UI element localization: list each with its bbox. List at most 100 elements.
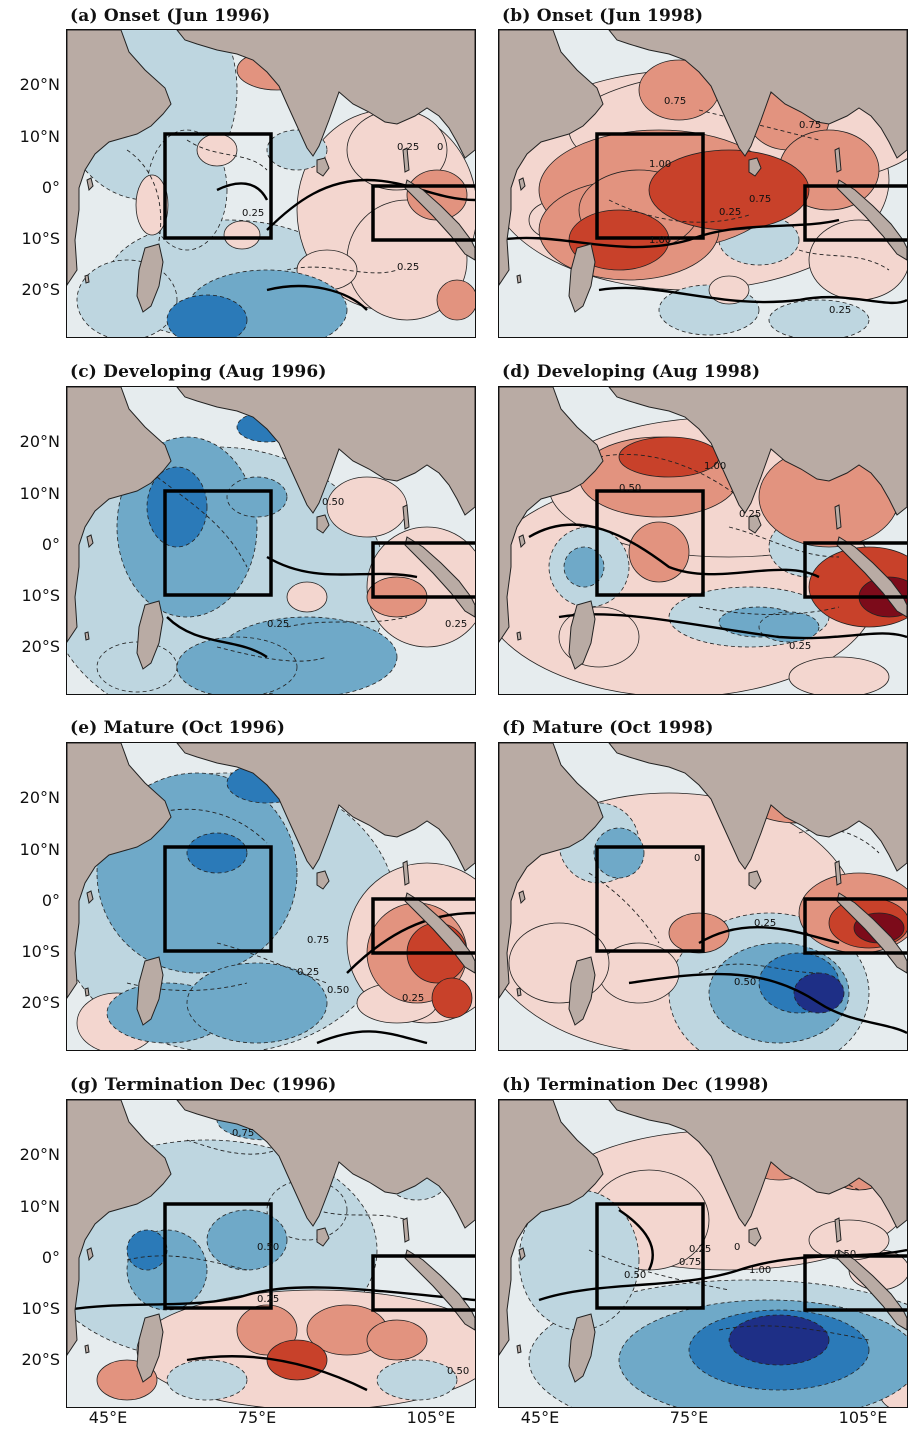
land-mass bbox=[748, 1227, 762, 1247]
land-mass bbox=[86, 1247, 94, 1262]
land-mass bbox=[316, 514, 330, 534]
negative-anomaly-region bbox=[768, 299, 870, 337]
lon-label: 75°E bbox=[237, 1408, 277, 1427]
contour-value-label: 0.25 bbox=[739, 509, 761, 520]
land-mass bbox=[86, 534, 94, 549]
panel-title: (g) Termination Dec (1996) bbox=[70, 1075, 337, 1095]
contour-value-label: 0.25 bbox=[445, 619, 467, 630]
land-mass bbox=[136, 956, 164, 1026]
western-box-outline bbox=[163, 132, 273, 240]
negative-anomaly-region bbox=[206, 1209, 288, 1271]
land-mass bbox=[518, 1247, 526, 1262]
land-mass bbox=[86, 890, 94, 905]
negative-anomaly-region bbox=[593, 827, 645, 879]
lon-label: 45°E bbox=[88, 1408, 128, 1427]
contour-value-label: 0.25 bbox=[789, 641, 811, 652]
land-mass bbox=[67, 1100, 172, 1356]
negative-anomaly-region bbox=[728, 1314, 830, 1366]
lat-label: 10°S bbox=[21, 229, 60, 248]
land-mass bbox=[516, 987, 522, 997]
negative-anomaly-region bbox=[518, 1189, 640, 1331]
lat-label: 10°N bbox=[19, 484, 60, 503]
contour-value-label: 1.00 bbox=[649, 235, 671, 246]
zero-contour-line bbox=[528, 523, 820, 579]
contour-value-label: 1.00 bbox=[649, 159, 671, 170]
land-mass bbox=[316, 870, 330, 890]
eastern-box-outline bbox=[371, 184, 475, 242]
negative-anomaly-region bbox=[186, 832, 248, 874]
positive-anomaly-region bbox=[668, 912, 730, 954]
map-panel-b: 0.75 0.75 1.00 0.75 0.25 1.00 0.25 bbox=[498, 29, 908, 338]
negative-anomaly-region bbox=[376, 1359, 458, 1401]
positive-anomaly-region bbox=[366, 1319, 428, 1361]
contour-line bbox=[126, 982, 248, 991]
land-mass bbox=[568, 243, 596, 313]
contour-value-label: 0.50 bbox=[327, 985, 349, 996]
map-svg: 0 0.25 0.50 bbox=[499, 743, 907, 1050]
lat-label: 20°S bbox=[21, 1350, 60, 1369]
contour-line bbox=[126, 149, 162, 251]
positive-anomaly-region bbox=[508, 922, 610, 1004]
lat-label: 10°S bbox=[21, 1299, 60, 1318]
lat-label: 20°N bbox=[19, 1145, 60, 1164]
map-svg: 0.75 0.25 0.50 0.25 bbox=[67, 743, 475, 1050]
negative-anomaly-region bbox=[176, 636, 298, 694]
positive-anomaly-region bbox=[266, 1339, 328, 1381]
land-mass bbox=[518, 177, 526, 192]
land-mass bbox=[402, 860, 410, 886]
land-mass bbox=[402, 147, 410, 173]
positive-anomaly-region bbox=[431, 977, 473, 1019]
zero-contour-line bbox=[628, 972, 907, 1035]
contour-line bbox=[698, 606, 840, 615]
contour-value-label: 0.25 bbox=[397, 142, 419, 153]
negative-anomaly-region bbox=[226, 476, 288, 518]
contour-value-label: 0.50 bbox=[322, 497, 344, 508]
contour-line bbox=[698, 963, 820, 974]
positive-anomaly-region bbox=[628, 521, 690, 583]
panel-title: (c) Developing (Aug 1996) bbox=[70, 362, 327, 382]
land-mass bbox=[67, 30, 172, 286]
contour-value-label: 1.00 bbox=[704, 461, 726, 472]
map-svg: 1.00 0.50 0.25 0.25 bbox=[499, 387, 907, 694]
western-box-outline bbox=[595, 132, 705, 240]
zero-contour-line bbox=[346, 911, 475, 974]
lat-label: 10°S bbox=[21, 942, 60, 961]
contour-value-label: 0.75 bbox=[664, 96, 686, 107]
map-panel-a: 0.25 0 0.25 0.25 bbox=[66, 29, 476, 338]
negative-anomaly-region bbox=[758, 611, 820, 643]
lat-label: 20°S bbox=[21, 637, 60, 656]
western-box-outline bbox=[595, 845, 705, 953]
map-panel-f: 0 0.25 0.50 bbox=[498, 742, 908, 1051]
land-mass bbox=[499, 743, 604, 999]
land-mass bbox=[608, 30, 907, 159]
land-mass bbox=[568, 600, 596, 670]
contour-value-label: 0.75 bbox=[799, 120, 821, 131]
contour-line bbox=[728, 526, 840, 558]
land-mass bbox=[84, 1344, 90, 1354]
contour-value-label: 0.25 bbox=[689, 1244, 711, 1255]
eastern-box-outline bbox=[803, 184, 907, 242]
negative-anomaly-region bbox=[563, 546, 605, 588]
eastern-box-outline bbox=[803, 541, 907, 599]
western-box-outline bbox=[163, 1202, 273, 1310]
contour-value-label: 0.25 bbox=[257, 1294, 279, 1305]
zero-contour-line bbox=[499, 218, 840, 249]
lat-label: 20°S bbox=[21, 280, 60, 299]
contour-value-label: 0.75 bbox=[679, 1257, 701, 1268]
land-mass bbox=[834, 147, 842, 173]
contour-value-label: 0.50 bbox=[619, 483, 641, 494]
lat-label: 0° bbox=[41, 535, 60, 554]
positive-anomaly-region bbox=[788, 656, 890, 694]
land-mass bbox=[176, 30, 475, 159]
land-mass bbox=[834, 1217, 842, 1243]
land-mass bbox=[568, 1313, 596, 1383]
contour-value-label: 0.25 bbox=[242, 208, 264, 219]
land-mass bbox=[86, 177, 94, 192]
zero-contour-line bbox=[558, 613, 907, 640]
zero-contour-line bbox=[216, 182, 269, 201]
land-mass bbox=[516, 1344, 522, 1354]
negative-anomaly-region bbox=[166, 1359, 248, 1401]
contour-value-label: 0.25 bbox=[719, 207, 741, 218]
panel-title: (d) Developing (Aug 1998) bbox=[502, 362, 761, 382]
contour-line bbox=[286, 266, 398, 274]
